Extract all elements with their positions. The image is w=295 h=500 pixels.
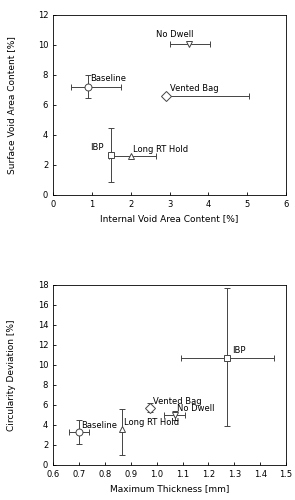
Text: Baseline: Baseline [82, 420, 118, 430]
X-axis label: Internal Void Area Content [%]: Internal Void Area Content [%] [100, 214, 239, 224]
Text: No Dwell: No Dwell [177, 404, 215, 413]
Text: No Dwell: No Dwell [156, 30, 194, 39]
Text: IBP: IBP [90, 143, 104, 152]
Text: Vented Bag: Vented Bag [170, 84, 218, 93]
Text: Long RT Hold: Long RT Hold [124, 418, 179, 427]
Text: Vented Bag: Vented Bag [153, 397, 201, 406]
Text: IBP: IBP [232, 346, 245, 355]
Y-axis label: Circularity Deviation [%]: Circularity Deviation [%] [7, 320, 16, 431]
Text: Baseline: Baseline [90, 74, 126, 83]
X-axis label: Maximum Thickness [mm]: Maximum Thickness [mm] [110, 484, 229, 494]
Text: Long RT Hold: Long RT Hold [133, 145, 188, 154]
Y-axis label: Surface Void Area Content [%]: Surface Void Area Content [%] [7, 36, 16, 174]
